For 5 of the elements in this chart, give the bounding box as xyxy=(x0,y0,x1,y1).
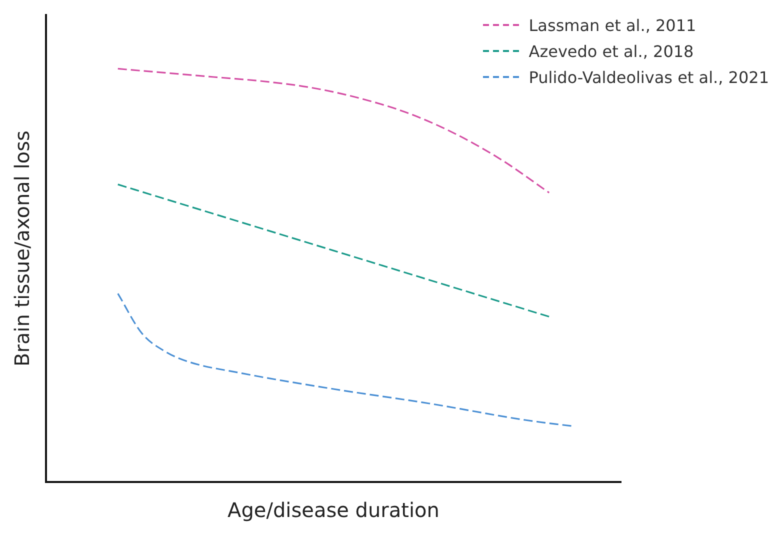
legend-label: Azevedo et al., 2018 xyxy=(528,42,694,60)
x-axis-title: Age/disease duration xyxy=(228,498,440,522)
legend-label: Lassman et al., 2011 xyxy=(528,16,696,34)
y-axis-title: Brain tissue/axonal loss xyxy=(10,130,34,366)
legend-label: Pulido-Valdeolivas et al., 2021 xyxy=(528,68,769,86)
